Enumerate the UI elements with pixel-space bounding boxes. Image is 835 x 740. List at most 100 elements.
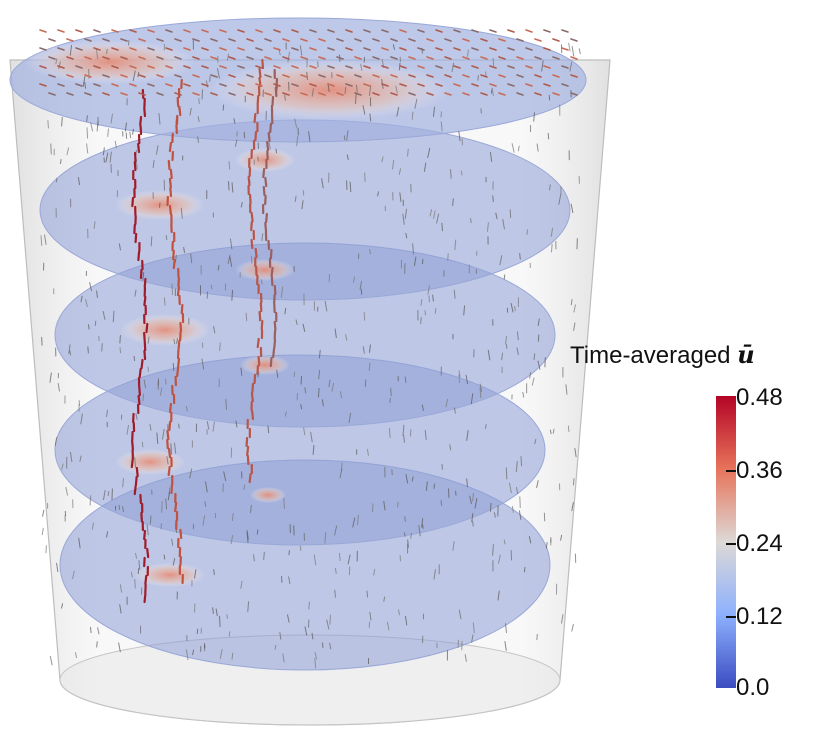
velocity-arrow — [402, 424, 405, 436]
velocity-arrow — [300, 404, 303, 410]
velocity-arrow — [346, 130, 349, 141]
surface-arrow — [534, 92, 542, 96]
surface-arrow — [525, 83, 533, 87]
velocity-arrow — [124, 122, 128, 132]
velocity-arrow — [334, 589, 336, 598]
velocity-arrow — [471, 512, 474, 523]
velocity-arrow — [205, 481, 208, 493]
velocity-arrow — [497, 590, 500, 601]
jet-arrow — [258, 310, 262, 322]
surface-arrow — [264, 92, 272, 96]
velocity-arrow — [256, 529, 259, 535]
velocity-arrow — [549, 184, 551, 191]
velocity-arrow — [295, 319, 298, 326]
surface-arrow — [462, 38, 470, 42]
velocity-arrow — [166, 456, 169, 465]
jet-arrow — [146, 547, 150, 559]
velocity-arrow — [347, 554, 351, 565]
velocity-arrow — [504, 623, 508, 634]
surface-arrow — [381, 47, 389, 51]
velocity-arrow — [324, 300, 328, 312]
velocity-arrow — [518, 510, 522, 520]
surface-arrow — [75, 65, 83, 69]
velocity-arrow — [537, 318, 540, 327]
velocity-arrow — [93, 221, 96, 229]
surface-arrow — [201, 65, 209, 69]
surface-arrow — [372, 56, 380, 60]
surface-arrow — [75, 83, 83, 87]
velocity-arrow — [119, 604, 122, 614]
colorbar-symbol: ū — [737, 340, 755, 369]
surface-arrow — [210, 74, 218, 78]
velocity-arrow — [228, 181, 230, 191]
velocity-arrow — [516, 487, 519, 494]
velocity-arrow — [463, 305, 466, 316]
velocity-arrow — [421, 404, 424, 411]
jet-arrow — [274, 86, 278, 98]
jet-arrow — [273, 338, 277, 350]
surface-arrow — [390, 74, 398, 78]
velocity-arrow — [170, 443, 172, 455]
velocity-arrow — [69, 45, 73, 56]
velocity-arrow — [449, 444, 452, 451]
velocity-arrow — [234, 139, 238, 147]
velocity-arrow — [360, 63, 363, 71]
velocity-arrow — [392, 44, 395, 50]
velocity-arrow — [142, 393, 145, 402]
velocity-arrow — [134, 457, 137, 468]
surface-arrow — [282, 92, 290, 96]
velocity-arrow — [158, 113, 161, 125]
jet-arrow — [172, 258, 176, 270]
jet-arrow — [143, 592, 147, 604]
jet-arrow — [246, 445, 250, 457]
velocity-arrow — [306, 71, 308, 80]
velocity-arrow — [383, 500, 386, 511]
velocity-arrow — [470, 393, 474, 405]
surface-arrow — [273, 29, 281, 33]
velocity-arrow — [226, 614, 228, 619]
velocity-arrow — [570, 203, 574, 214]
velocity-arrow — [102, 310, 106, 320]
velocity-arrow — [90, 122, 94, 132]
velocity-arrow — [132, 70, 136, 82]
surface-arrow — [417, 47, 425, 51]
velocity-arrow — [520, 456, 523, 467]
velocity-arrow — [377, 191, 379, 197]
velocity-arrow — [404, 516, 406, 522]
velocity-arrow — [172, 558, 176, 566]
velocity-arrow — [414, 98, 418, 109]
surface-arrow — [561, 29, 569, 33]
velocity-arrow — [152, 159, 155, 169]
velocity-arrow — [206, 421, 210, 430]
surface-arrow — [354, 92, 362, 96]
velocity-arrow — [86, 143, 89, 154]
surface-arrow — [57, 83, 65, 87]
jet-arrow — [167, 159, 171, 171]
velocity-arrow — [352, 517, 356, 528]
surface-arrow — [111, 65, 119, 69]
jet-arrow — [131, 196, 135, 208]
jet-arrow — [169, 186, 173, 198]
velocity-arrow — [453, 407, 456, 414]
velocity-arrow — [61, 116, 63, 127]
velocity-arrow — [246, 531, 249, 543]
velocity-arrow — [303, 427, 306, 436]
velocity-arrow — [89, 282, 92, 292]
velocity-arrow — [453, 289, 456, 299]
velocity-arrow — [405, 474, 409, 484]
velocity-arrow — [533, 353, 536, 361]
velocity-arrow — [69, 350, 72, 356]
surface-arrow — [174, 74, 182, 78]
surface-arrow — [336, 92, 344, 96]
velocity-arrow — [213, 325, 216, 334]
surface-arrow — [210, 56, 218, 60]
velocity-arrow — [571, 623, 574, 632]
surface-arrow — [372, 92, 380, 96]
velocity-arrow — [334, 525, 338, 536]
surface-arrow — [147, 29, 155, 33]
velocity-arrow — [296, 135, 299, 147]
velocity-arrow — [573, 322, 576, 331]
jet-arrow — [143, 277, 147, 289]
surface-arrow — [129, 65, 137, 69]
